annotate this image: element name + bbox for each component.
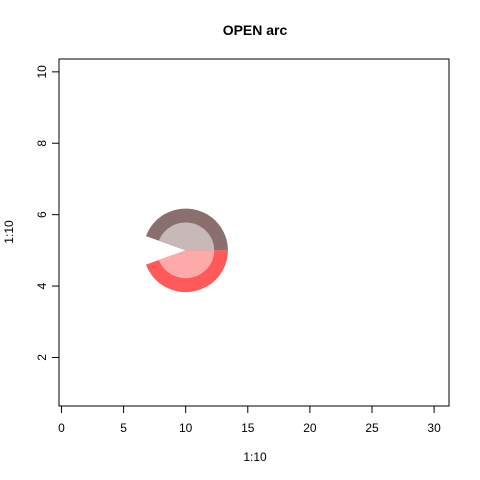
y-tick-label: 8 — [35, 140, 49, 147]
x-axis-label: 1:10 — [243, 450, 267, 464]
x-tick-label: 0 — [58, 421, 65, 435]
x-tick-label: 15 — [241, 421, 255, 435]
y-tick-label: 2 — [35, 354, 49, 361]
y-axis: 2 4 6 8 10 — [35, 65, 60, 361]
y-axis-label: 1:10 — [2, 220, 16, 244]
x-tick-label: 30 — [427, 421, 441, 435]
x-tick-label: 5 — [120, 421, 127, 435]
lower-arc-inner — [158, 250, 215, 279]
x-tick-label: 25 — [365, 421, 379, 435]
x-tick-label: 10 — [179, 421, 193, 435]
plot-frame — [58, 58, 450, 407]
y-tick-label: 4 — [35, 282, 49, 289]
x-axis: 0 5 10 15 20 25 30 — [58, 405, 441, 435]
chart-title: OPEN arc — [223, 22, 288, 38]
x-tick-label: 20 — [303, 421, 317, 435]
y-tick-label: 10 — [35, 65, 49, 79]
y-tick-label: 6 — [35, 211, 49, 218]
upper-arc-inner — [158, 222, 215, 251]
shapes-layer — [146, 208, 228, 293]
